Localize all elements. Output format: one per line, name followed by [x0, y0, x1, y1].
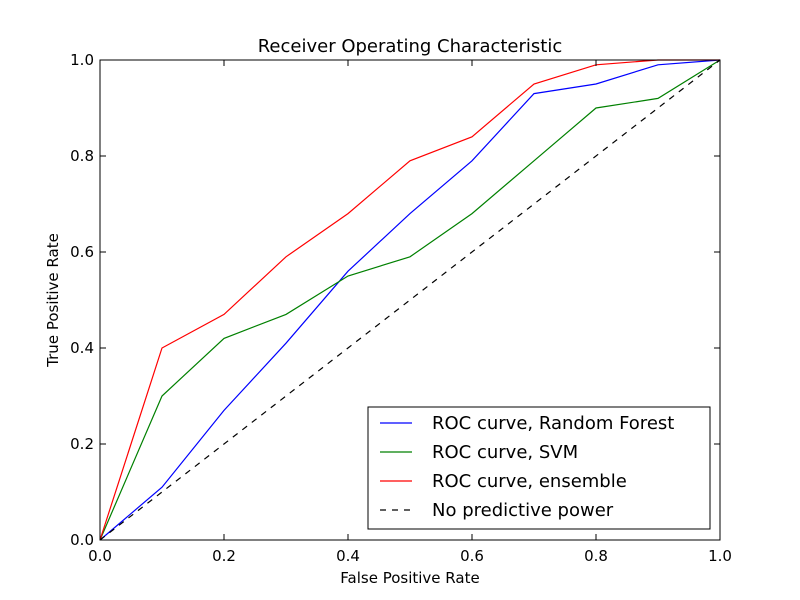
legend-label-2: ROC curve, SVM — [432, 442, 578, 463]
legend-box — [367, 406, 711, 530]
x-tick-label: 0.4 — [336, 547, 360, 565]
y-tick-label: 0.6 — [70, 243, 94, 261]
y-tick-label: 0.2 — [70, 435, 94, 453]
chart-title: Receiver Operating Characteristic — [258, 36, 563, 57]
y-tick-label: 1.0 — [70, 51, 94, 69]
y-axis-title: True Positive Rate — [44, 233, 62, 368]
y-tick-label: 0.4 — [70, 339, 94, 357]
y-tick-label: 0.8 — [70, 147, 94, 165]
series-line-1 — [99, 59, 721, 541]
series-layer — [99, 59, 721, 541]
legend-label-4: No predictive power — [432, 500, 614, 521]
ticks-layer: 0.0 0.2 0.4 0.6 0.8 1.0 0.0 0.2 0.4 0.6 0.8 1.0 — [70, 51, 732, 565]
series-line-2 — [99, 59, 721, 541]
legend-label-1: ROC curve, Random Forest — [432, 413, 674, 434]
legend-label-3: ROC curve, ensemble — [432, 471, 627, 492]
series-line-4 — [99, 59, 721, 541]
x-tick-label: 0.6 — [460, 547, 484, 565]
legend: ROC curve, Random Forest ROC curve, SVM RO… — [367, 406, 711, 530]
x-tick-label: 0.2 — [212, 547, 236, 565]
x-tick-label: 0.8 — [584, 547, 608, 565]
x-tick-label: 1.0 — [708, 547, 732, 565]
y-tick-label: 0.0 — [70, 531, 94, 549]
plot-area — [99, 59, 721, 541]
x-axis-title: False Positive Rate — [340, 569, 479, 587]
x-tick-label: 0.0 — [88, 547, 112, 565]
series-line-3 — [99, 59, 720, 541]
